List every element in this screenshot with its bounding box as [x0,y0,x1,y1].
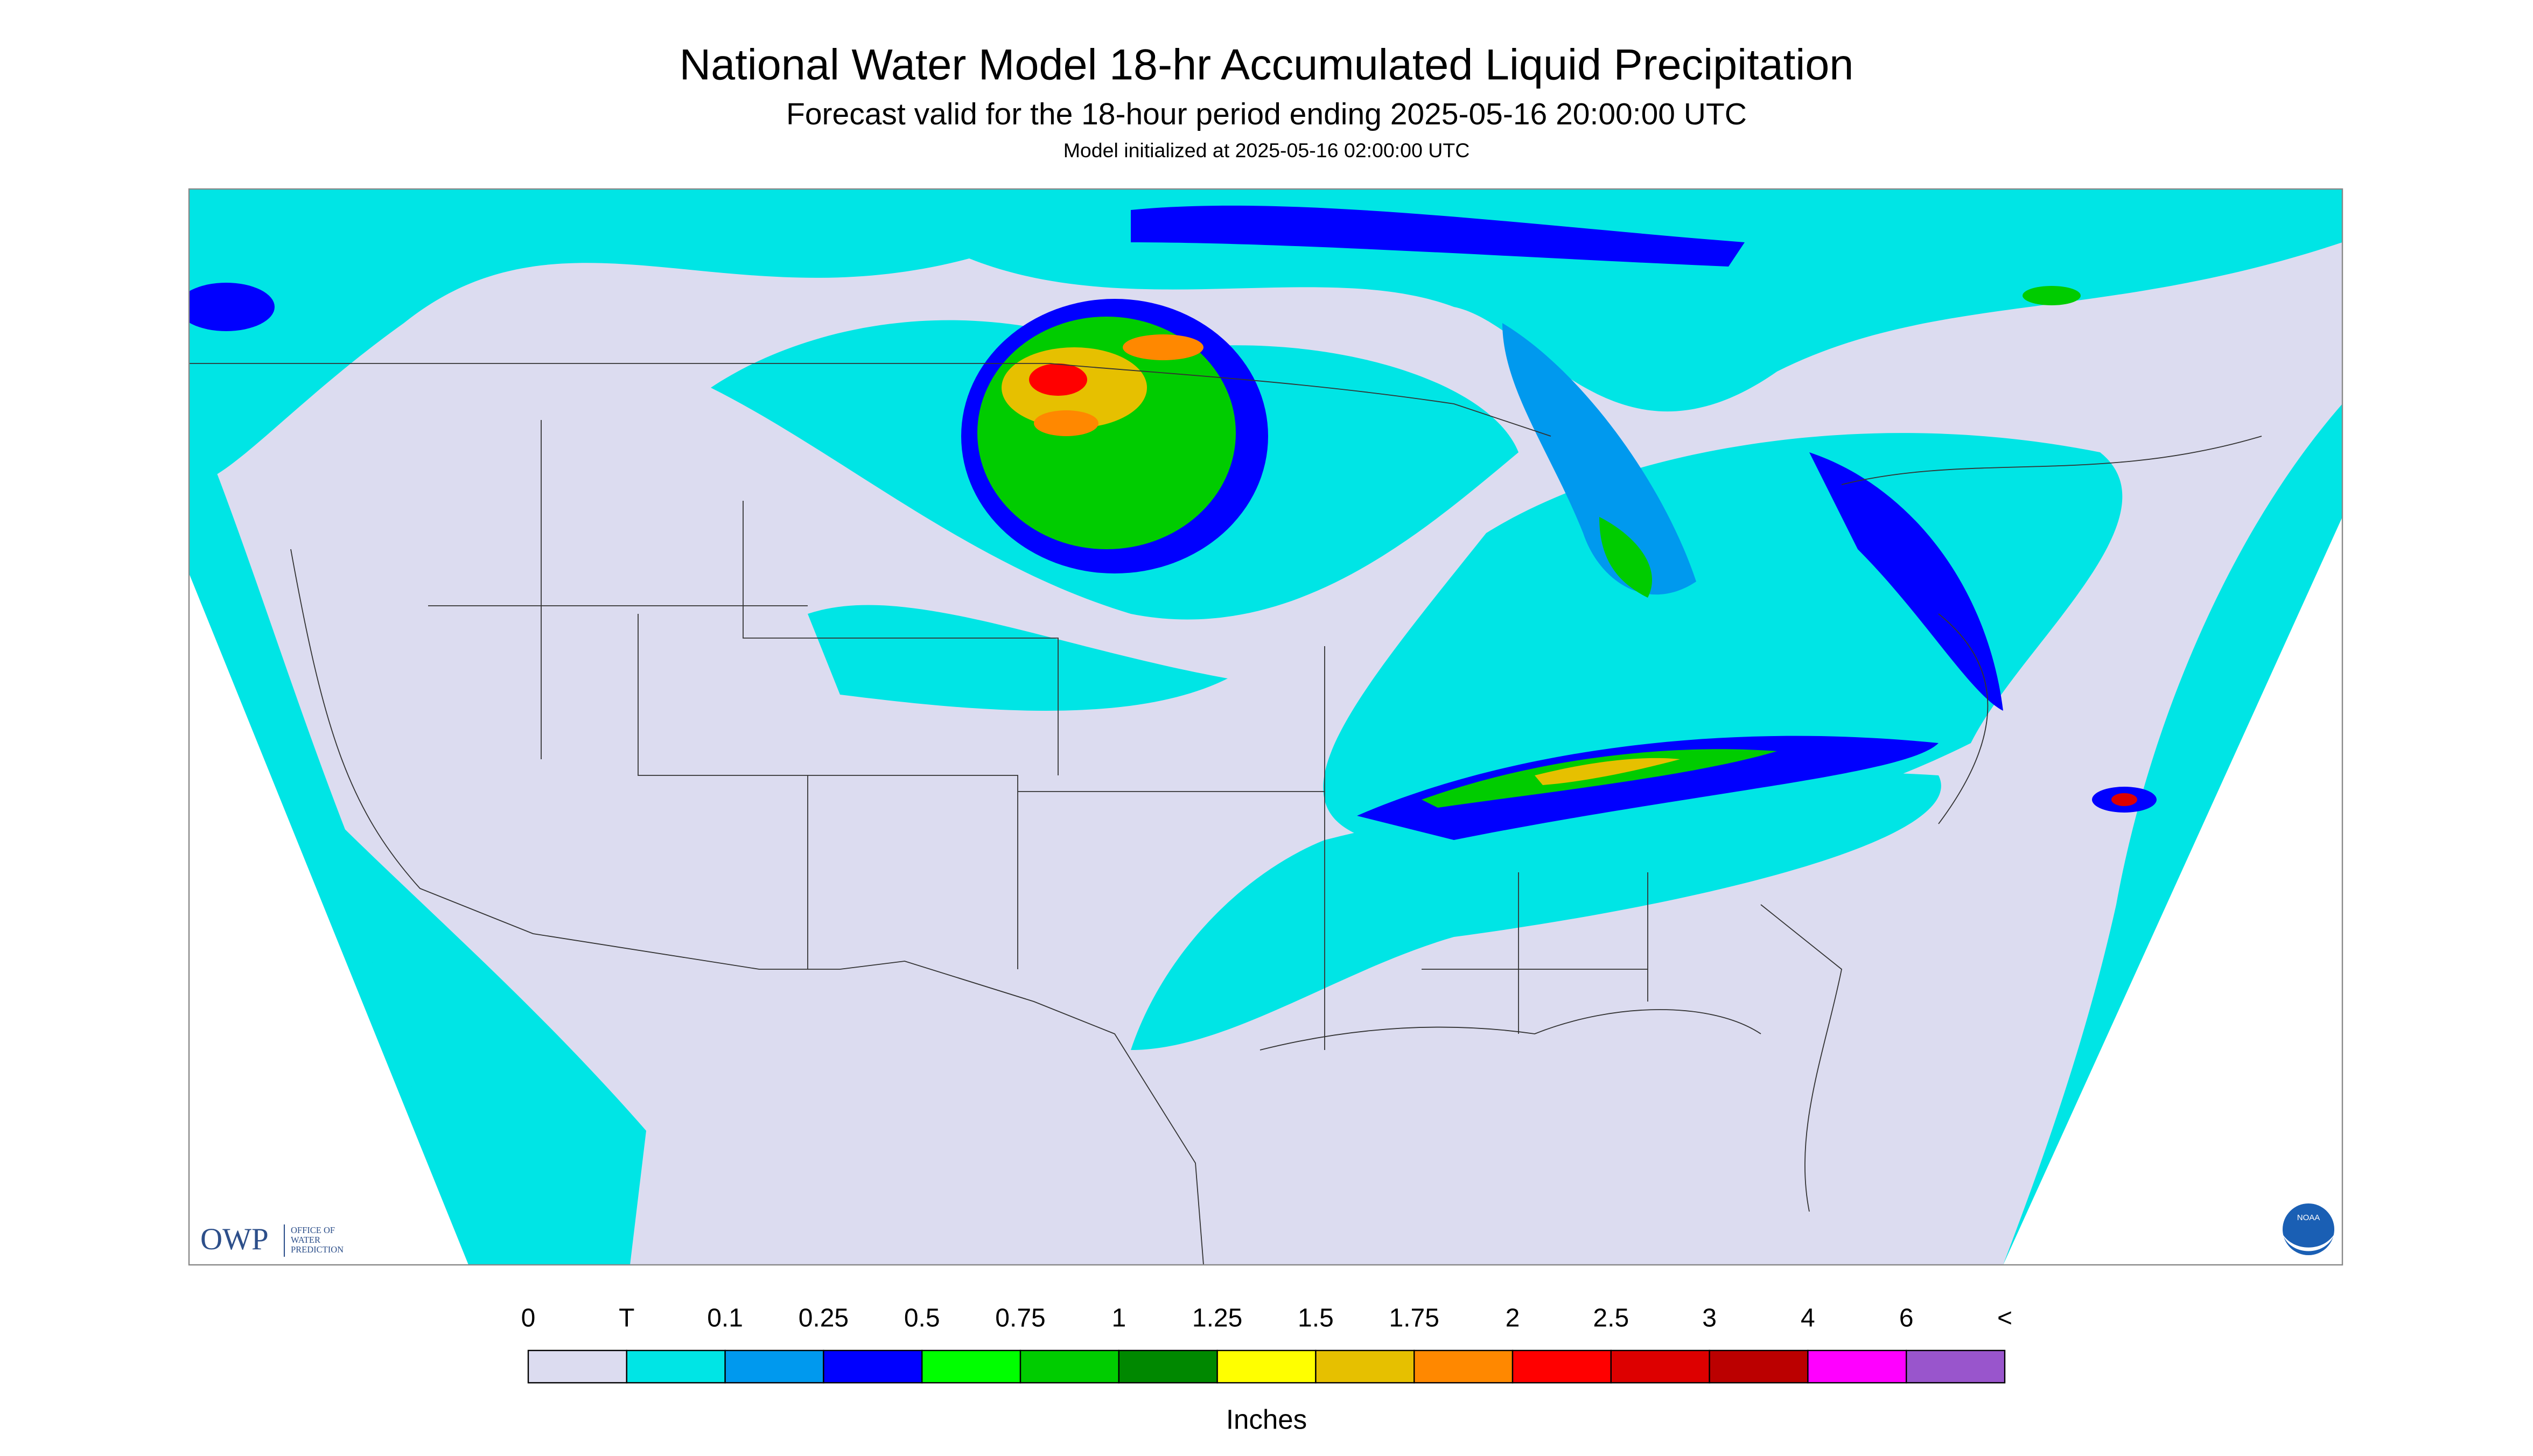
colorbar-swatch [1019,1349,1120,1384]
colorbar-unit: Inches [1226,1404,1307,1434]
noaa-logo [2283,1203,2334,1256]
colorbar-label: 0.25 [799,1304,849,1333]
colorbar-label: 2.5 [1593,1304,1629,1333]
colorbar-swatch [626,1349,726,1384]
subtitle: Forecast valid for the 18-hour period en… [786,97,1747,131]
owp-text: OFFICE OF [291,1225,335,1235]
colorbar-label: 1.75 [1389,1304,1439,1333]
colorbar-swatch [1512,1349,1612,1384]
colorbar-label: 1 [1111,1304,1126,1333]
borders [189,363,2262,1265]
precipitation-field [189,189,2342,1265]
colorbar-swatch [1807,1349,1907,1384]
colorbar-swatch [724,1349,824,1384]
map-frame [188,188,2343,1266]
colorbar-swatch [527,1349,628,1384]
colorbar-label: 6 [1899,1304,1914,1333]
colorbar-swatch [1216,1349,1317,1384]
colorbar-label: 1.25 [1192,1304,1242,1333]
colorbar-label: 0.5 [904,1304,940,1333]
colorbar-swatch [1610,1349,1710,1384]
noaa-text: NOAA [2297,1213,2320,1222]
colorbar-label: 2 [1506,1304,1520,1333]
colorbar-swatch [1905,1349,2006,1384]
owp-text: PREDICTION [291,1244,344,1255]
colorbar-label: 0 [521,1304,536,1333]
colorbar-label: 0.1 [707,1304,743,1333]
colorbar-swatch [823,1349,923,1384]
colorbar-swatch [921,1349,1021,1384]
colorbar-swatch [1118,1349,1218,1384]
owp-text: WATER [291,1235,320,1245]
colorbar-label: < [1997,1304,2012,1333]
colorbar-label: 3 [1702,1304,1717,1333]
colorbar: 0 T 0.1 0.25 0.5 0.75 1 1.25 1.5 1.75 2 2.5 3 4 6 < [521,1304,2012,1384]
colorbar-swatch [1315,1349,1415,1384]
colorbar-label: 4 [1801,1304,1815,1333]
colorbar-swatch [1414,1349,1514,1384]
colorbar-label: T [619,1304,634,1333]
colorbar-label: 1.5 [1298,1304,1334,1333]
owp-logo: OWP [200,1222,269,1256]
title: National Water Model 18-hr Accumulated L… [680,40,1854,89]
init-note: Model initialized at 2025-05-16 02:00:00… [1063,139,1470,162]
colorbar-swatch [1709,1349,1809,1384]
map: OWP OFFICE OF WATER PREDICTION NOAA [188,188,2343,1266]
colorbar-label: 0.75 [995,1304,1045,1333]
